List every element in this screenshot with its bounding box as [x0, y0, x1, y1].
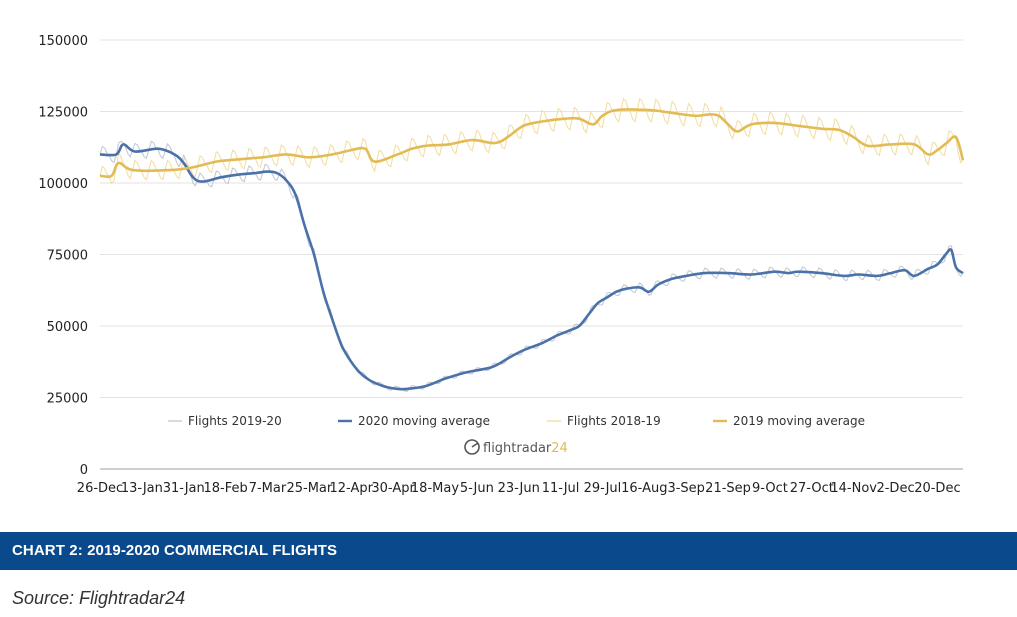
- series-line-ma_2020: [99, 143, 964, 391]
- x-tick-label: 26-Dec: [77, 481, 123, 496]
- y-tick-label: 25000: [47, 392, 88, 407]
- y-tick-label: 100000: [38, 177, 88, 192]
- x-tick-label: 30-Apr: [371, 481, 415, 496]
- x-tick-label: 16-Aug: [621, 481, 667, 496]
- flightradar24-watermark: flightradar24: [464, 439, 568, 456]
- x-tick-label: 23-Jun: [498, 481, 540, 496]
- x-tick-label: 31-Jan: [163, 481, 205, 496]
- source-note: Source: Flightradar24: [12, 588, 186, 608]
- x-tick-label: 18-Feb: [203, 481, 247, 496]
- x-tick-label: 27-Oct: [790, 481, 834, 496]
- legend-label-flights_2019_20: Flights 2019-20: [188, 414, 282, 428]
- series-line-ma_2019: [99, 108, 965, 179]
- legend-label-ma_2019: 2019 moving average: [733, 414, 865, 428]
- y-tick-label: 0: [80, 463, 88, 478]
- caption-bar: CHART 2: 2019-2020 COMMERCIAL FLIGHTS: [0, 532, 1017, 570]
- x-tick-label: 5-Jun: [460, 481, 494, 496]
- flights-line-chart: 0 25000 50000 75000 100000 125000 150000 26-De…: [38, 34, 965, 496]
- series-lines: [99, 97, 965, 393]
- x-tick-label: 11-Jul: [542, 481, 580, 496]
- y-tick-label: 50000: [47, 320, 88, 335]
- flightradar24-logo-icon: [464, 439, 480, 455]
- x-tick-label: 21-Sep: [705, 481, 751, 496]
- x-tick-label: 18-May: [411, 481, 459, 496]
- gridlines: [100, 39, 963, 398]
- y-tick-label: 150000: [38, 34, 88, 49]
- x-tick-label: 9-Oct: [752, 481, 788, 496]
- x-tick-label: 20-Dec: [914, 481, 960, 496]
- legend: Flights 2019-20 2020 moving average Flight…: [168, 414, 865, 428]
- x-tick-label: 12-Apr: [330, 481, 374, 496]
- x-tick-label: 3-Sep: [667, 481, 704, 496]
- series-line-flights_2019_20: [99, 140, 964, 393]
- x-tick-label: 13-Jan: [121, 481, 163, 496]
- y-tick-label: 75000: [47, 249, 88, 264]
- watermark-text: flightradar24: [483, 441, 568, 456]
- x-tick-label: 14-Nov: [830, 481, 877, 496]
- x-tick-label: 29-Jul: [584, 481, 622, 496]
- y-tick-label: 125000: [38, 106, 88, 121]
- x-tick-label: 7-Mar: [249, 481, 287, 496]
- x-tick-label: 2-Dec: [876, 481, 914, 496]
- x-tick-label: 25-Mar: [286, 481, 332, 496]
- chart-caption: CHART 2: 2019-2020 COMMERCIAL FLIGHTS: [12, 542, 338, 559]
- legend-label-ma_2020: 2020 moving average: [358, 414, 490, 428]
- y-axis-ticks: 0 25000 50000 75000 100000 125000 150000: [38, 34, 88, 478]
- legend-label-flights_2018_19: Flights 2018-19: [567, 414, 661, 428]
